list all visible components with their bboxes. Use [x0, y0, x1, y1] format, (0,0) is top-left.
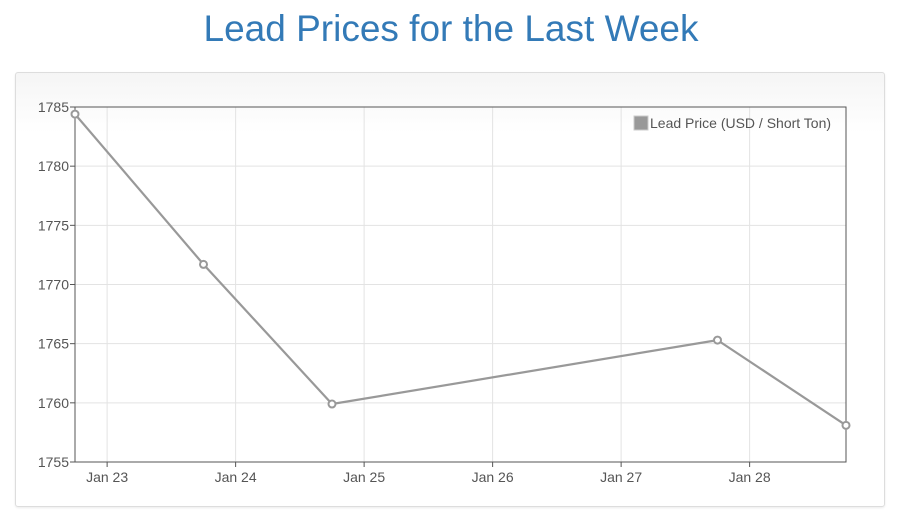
page-title: Lead Prices for the Last Week — [203, 8, 699, 49]
y-tick-label: 1785 — [38, 99, 69, 115]
data-point[interactable] — [327, 399, 337, 409]
y-axis: 1755 1760 1765 1770 1775 1780 1785 — [38, 99, 75, 470]
x-tick-label: Jan 24 — [215, 469, 257, 485]
data-point[interactable] — [70, 109, 80, 119]
y-tick-label: 1755 — [38, 454, 69, 470]
y-tick-label: 1760 — [38, 395, 69, 411]
x-tick-label: Jan 23 — [86, 469, 128, 485]
data-point[interactable] — [199, 259, 208, 269]
data-point[interactable] — [713, 335, 722, 345]
x-tick-label: Jan 25 — [343, 469, 385, 485]
legend[interactable]: Lead Price (USD / Short Ton) — [633, 115, 831, 131]
x-tick-label: Jan 26 — [472, 469, 514, 485]
legend-label: Lead Price (USD / Short Ton) — [650, 115, 831, 131]
x-tick-label: Jan 27 — [600, 469, 642, 485]
y-tick-label: 1780 — [38, 158, 69, 174]
data-point[interactable] — [841, 420, 851, 430]
x-tick-label: Jan 28 — [729, 469, 771, 485]
series-line — [74, 113, 847, 427]
series-layer — [70, 109, 851, 430]
y-tick-label: 1765 — [38, 336, 69, 352]
y-tick-label: 1770 — [38, 277, 69, 293]
y-tick-label: 1775 — [38, 217, 69, 233]
x-axis: Jan 23 Jan 24 Jan 25 Jan 26 Jan 27 Jan 28 — [86, 462, 771, 485]
legend-swatch — [633, 115, 649, 131]
chart-card — [15, 72, 885, 507]
grid-lines — [75, 106, 846, 463]
